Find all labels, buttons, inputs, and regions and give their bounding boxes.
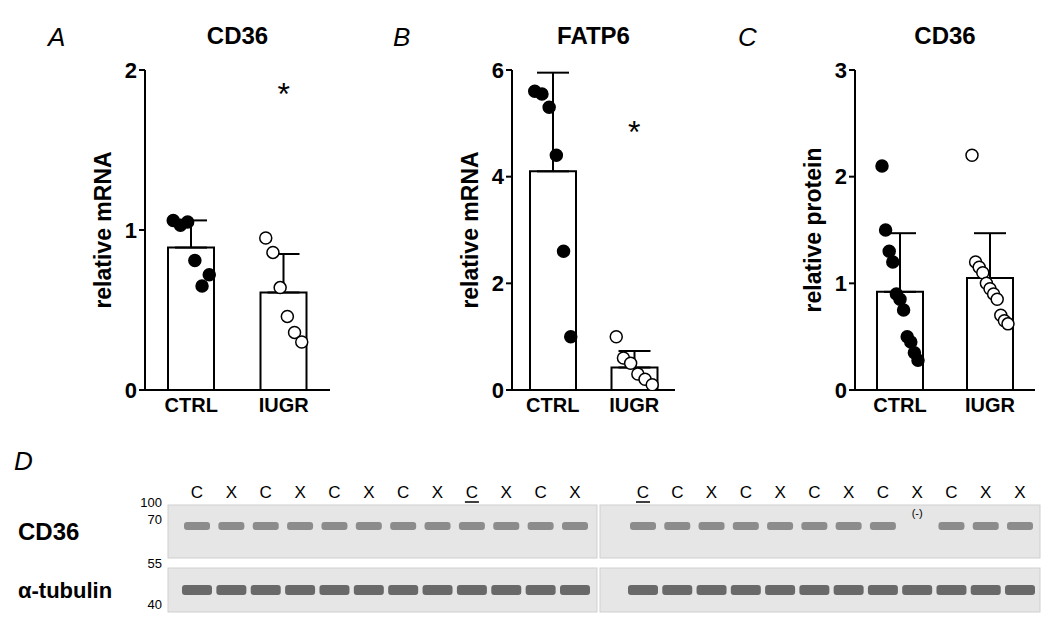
svg-text:4: 4 [492, 164, 505, 189]
svg-text:IUGR: IUGR [609, 394, 660, 416]
svg-text:X: X [569, 483, 580, 502]
svg-text:C: C [637, 483, 649, 502]
svg-text:2: 2 [835, 164, 847, 189]
html-text:CD36: CD36 [206, 22, 269, 49]
svg-text:55: 55 [148, 556, 162, 571]
svg-text:X: X [843, 483, 854, 502]
svg-text:2: 2 [492, 271, 504, 296]
svg-text:3: 3 [835, 58, 847, 83]
svg-text:X: X [980, 483, 991, 502]
svg-text:*: * [628, 114, 640, 150]
svg-text:CTRL: CTRL [526, 394, 579, 416]
svg-text:0: 0 [835, 378, 847, 403]
svg-text:X: X [912, 483, 923, 502]
svg-text:X: X [363, 483, 374, 502]
svg-text:C: C [397, 483, 409, 502]
svg-text:0: 0 [492, 378, 504, 403]
svg-text:1: 1 [125, 218, 137, 243]
svg-text:X: X [501, 483, 512, 502]
svg-text:C: C [877, 483, 889, 502]
svg-text:X: X [1014, 483, 1025, 502]
svg-text:1: 1 [835, 271, 847, 296]
svg-text:(-): (-) [912, 507, 923, 519]
svg-text:IUGR: IUGR [965, 394, 1016, 416]
svg-text:C: C [534, 483, 546, 502]
svg-text:C: C [740, 483, 752, 502]
svg-text:0: 0 [125, 378, 137, 403]
svg-text:*: * [278, 76, 290, 112]
svg-text:70: 70 [148, 512, 162, 527]
svg-text:IUGR: IUGR [259, 394, 310, 416]
svg-text:40: 40 [148, 597, 162, 612]
svg-text:CTRL: CTRL [165, 394, 218, 416]
svg-text:X: X [432, 483, 443, 502]
svg-text:C: C [671, 483, 683, 502]
svg-text:C: C [466, 483, 478, 502]
svg-text:CTRL: CTRL [873, 394, 926, 416]
html-text:C: C [738, 22, 757, 52]
svg-text:100: 100 [140, 495, 162, 510]
svg-text:X: X [294, 483, 305, 502]
svg-text:D: D [14, 446, 33, 476]
html-text:B: B [393, 22, 411, 52]
html-text:A: A [48, 22, 66, 52]
html-text:relative mRNA: relative mRNA [456, 151, 483, 309]
svg-text:CD36: CD36 [18, 518, 79, 545]
svg-text:C: C [945, 483, 957, 502]
svg-text:X: X [706, 483, 717, 502]
html-text:CD36: CD36 [914, 22, 976, 49]
svg-text:6: 6 [492, 58, 504, 83]
svg-text:X: X [226, 483, 237, 502]
svg-text:X: X [774, 483, 785, 502]
svg-text:α-tubulin: α-tubulin [18, 578, 112, 603]
html-text:relative mRNA: relative mRNA [89, 151, 116, 309]
svg-text:C: C [808, 483, 820, 502]
svg-text:C: C [191, 483, 203, 502]
svg-text:C: C [260, 483, 272, 502]
svg-text:2: 2 [125, 58, 137, 83]
html-text:FATP6: FATP6 [557, 22, 630, 49]
html-text:relative protein: relative protein [799, 147, 826, 313]
svg-text:C: C [328, 483, 340, 502]
